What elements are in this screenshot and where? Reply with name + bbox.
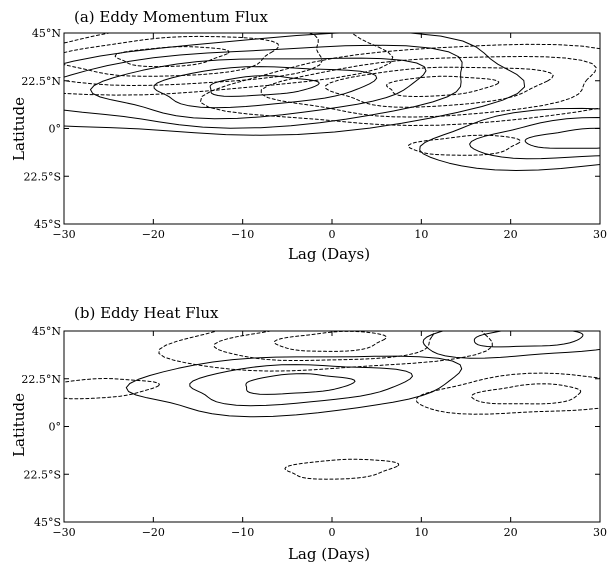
x-axis-label-a: Lag (Days) — [288, 245, 370, 263]
x-tick-label-b-1: −20 — [142, 526, 165, 539]
x-tick-label-a-3: 0 — [329, 228, 336, 241]
contour-a-4-2 — [469, 117, 600, 160]
panel-title-b: (b) Eddy Heat Flux — [74, 304, 219, 322]
y-tick-label-a-2: 0° — [49, 123, 62, 136]
contour-b-1-1 — [64, 378, 160, 400]
ticks-a: −30 −20 −10 0 10 20 30 45°N 22.5°N 0° 22.5°S 45°S — [21, 27, 607, 241]
contour-a-1-1 — [386, 75, 500, 97]
contour-a-0-1 — [209, 75, 320, 97]
x-tick-label-b-0: −30 — [52, 526, 75, 539]
plot-frame-a — [63, 32, 601, 225]
panel-eddy-heat-flux: (b) Eddy Heat Flux Lag (Days) Latitude −… — [10, 304, 607, 563]
y-axis-label-b: Latitude — [10, 393, 28, 457]
contour-a-1-4 — [199, 43, 600, 126]
contour-b-4-1 — [471, 383, 582, 405]
contour-b-3-3 — [158, 331, 493, 372]
y-tick-label-a-3: 22.5°S — [23, 170, 61, 183]
contour-b-0-2 — [189, 364, 413, 407]
x-tick-label-a-2: −10 — [231, 228, 254, 241]
contour-a-0-2 — [153, 66, 378, 109]
x-tick-label-b-6: 30 — [593, 526, 607, 539]
panel-title-a: (a) Eddy Momentum Flux — [74, 8, 269, 26]
plot-frame-b — [63, 330, 601, 523]
y-tick-label-b-4: 45°S — [34, 516, 61, 529]
x-tick-label-b-3: 0 — [329, 526, 336, 539]
y-tick-label-b-2: 0° — [49, 421, 62, 434]
y-tick-label-b-0: 45°N — [32, 325, 61, 338]
contour-b-3-1 — [273, 331, 387, 352]
contour-a-0-3 — [90, 57, 427, 120]
contour-lines-a — [64, 33, 600, 171]
contour-b-2-1 — [284, 458, 400, 480]
contour-a-0-5 — [64, 33, 526, 136]
contour-b-5-1 — [473, 331, 584, 348]
contour-a-3-1 — [407, 134, 521, 156]
x-axis-label-b: Lag (Days) — [288, 545, 370, 563]
contour-b-5-2 — [422, 331, 600, 359]
x-tick-label-b-2: −10 — [231, 526, 254, 539]
x-tick-label-a-6: 30 — [593, 228, 607, 241]
contour-a-1-3 — [260, 56, 597, 118]
x-tick-label-b-4: 10 — [414, 526, 428, 539]
contour-a-4-3 — [419, 107, 600, 171]
y-tick-label-b-3: 22.5°S — [23, 468, 61, 481]
ticks-b: −30 −20 −10 0 10 20 30 45°N 22.5°N 0° 22.5°S 45°S — [21, 325, 607, 539]
contour-a-2-4 — [64, 33, 394, 96]
x-tick-label-b-5: 20 — [504, 526, 518, 539]
contour-a-4-1 — [524, 127, 600, 149]
x-tick-label-a-0: −30 — [52, 228, 75, 241]
contour-a-2-1 — [114, 46, 230, 68]
x-tick-label-a-5: 20 — [504, 228, 518, 241]
y-tick-label-a-1: 22.5°N — [21, 75, 61, 88]
y-axis-label-a: Latitude — [10, 97, 28, 161]
contour-b-3-2 — [213, 331, 435, 361]
y-tick-label-b-1: 22.5°N — [21, 373, 61, 386]
contour-b-0-1 — [245, 373, 356, 395]
contour-lines-b — [64, 331, 600, 480]
x-tick-label-a-1: −20 — [142, 228, 165, 241]
contour-a-1-2 — [325, 66, 554, 108]
panel-eddy-momentum-flux: (a) Eddy Momentum Flux Lag (Days) Latitu… — [10, 8, 607, 263]
contour-b-0-3 — [125, 355, 463, 418]
y-tick-label-a-4: 45°S — [34, 218, 61, 231]
y-tick-label-a-0: 45°N — [32, 27, 61, 40]
x-tick-label-a-4: 10 — [414, 228, 428, 241]
contour-b-4-2 — [415, 372, 600, 415]
